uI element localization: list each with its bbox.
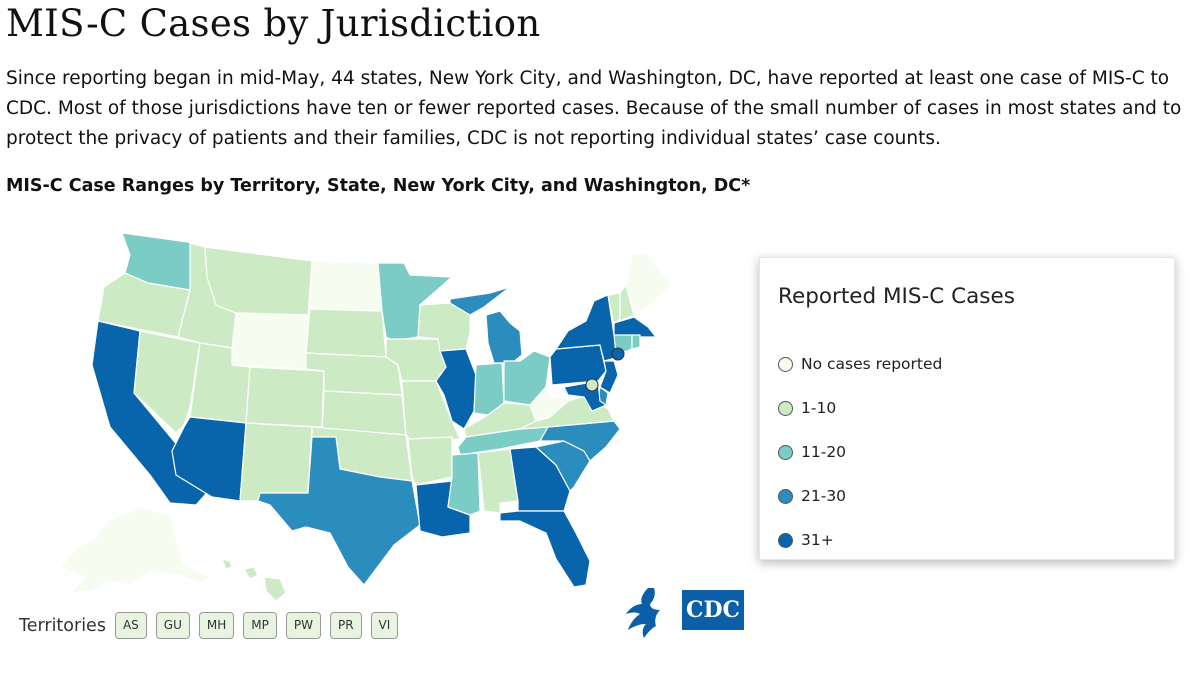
state-MI-lower[interactable] bbox=[485, 310, 523, 364]
legend-item-31-plus[interactable]: 31+ bbox=[778, 518, 942, 562]
legend-item-none[interactable]: No cases reported bbox=[778, 342, 942, 386]
legend-label: 21-30 bbox=[801, 487, 847, 505]
territory-button-MH[interactable]: MH bbox=[198, 612, 235, 639]
cdc-logo-text: CDC bbox=[686, 597, 740, 623]
legend-label: 11-20 bbox=[801, 443, 847, 461]
territory-button-AS[interactable]: AS bbox=[114, 612, 147, 639]
page-title: MIS-C Cases by Jurisdiction bbox=[6, 2, 541, 45]
us-choropleth-map bbox=[59, 232, 673, 602]
legend-list: No cases reported 1-10 11-20 21-30 31+ bbox=[778, 342, 942, 562]
state-RI[interactable] bbox=[631, 334, 641, 350]
legend-swatch-21-30 bbox=[778, 488, 793, 504]
legend-item-11-20[interactable]: 11-20 bbox=[778, 430, 942, 474]
state-TX[interactable] bbox=[257, 436, 421, 586]
state-FL[interactable] bbox=[499, 510, 591, 588]
legend-item-1-10[interactable]: 1-10 bbox=[778, 386, 942, 430]
legend-label: No cases reported bbox=[801, 355, 943, 373]
state-MS[interactable] bbox=[447, 452, 481, 516]
territory-button-GU[interactable]: GU bbox=[155, 612, 190, 639]
state-MI[interactable] bbox=[449, 286, 511, 316]
legend-label: 31+ bbox=[801, 531, 834, 549]
nyc-marker[interactable] bbox=[611, 347, 625, 361]
territory-button-PR[interactable]: PR bbox=[329, 612, 362, 639]
state-ME[interactable] bbox=[625, 252, 673, 316]
territories-bar: Territories AS GU MH MP PW PR VI bbox=[19, 612, 407, 639]
legend-item-21-30[interactable]: 21-30 bbox=[778, 474, 942, 518]
legend-label: 1-10 bbox=[801, 399, 837, 417]
state-NJ[interactable] bbox=[599, 360, 619, 394]
state-MT[interactable] bbox=[204, 246, 313, 316]
state-ND[interactable] bbox=[309, 260, 383, 312]
state-NM[interactable] bbox=[239, 422, 313, 502]
state-HI[interactable] bbox=[221, 558, 233, 570]
state-AR[interactable] bbox=[407, 436, 453, 486]
state-WY[interactable] bbox=[231, 312, 309, 370]
logos: CDC bbox=[626, 588, 744, 638]
legend-swatch-11-20 bbox=[778, 444, 793, 460]
state-WV[interactable] bbox=[529, 386, 569, 422]
territory-button-PW[interactable]: PW bbox=[285, 612, 321, 639]
legend-title: Reported MIS-C Cases bbox=[778, 284, 1015, 309]
hhs-eagle-icon bbox=[626, 588, 660, 638]
state-OH[interactable] bbox=[503, 350, 551, 406]
state-AK[interactable] bbox=[59, 506, 211, 594]
legend-swatch-31-plus bbox=[778, 532, 793, 548]
state-CO[interactable] bbox=[245, 366, 325, 428]
map-title: MIS-C Case Ranges by Territory, State, N… bbox=[6, 176, 751, 196]
cdc-logo: CDC bbox=[682, 590, 744, 630]
territories-label: Territories bbox=[19, 615, 106, 636]
legend-swatch-1-10 bbox=[778, 400, 793, 416]
state-NY[interactable] bbox=[555, 294, 621, 362]
territory-button-VI[interactable]: VI bbox=[370, 612, 399, 639]
legend-panel: Reported MIS-C Cases No cases reported 1… bbox=[759, 257, 1175, 560]
state-IL[interactable] bbox=[435, 348, 477, 430]
state-SD[interactable] bbox=[305, 308, 387, 358]
dc-marker[interactable] bbox=[585, 378, 599, 392]
territory-button-MP[interactable]: MP bbox=[243, 612, 277, 639]
intro-paragraph: Since reporting began in mid-May, 44 sta… bbox=[6, 68, 1182, 149]
state-HI-big-island[interactable] bbox=[263, 576, 287, 602]
state-HI-island[interactable] bbox=[243, 566, 259, 580]
state-PA[interactable] bbox=[549, 344, 607, 386]
legend-swatch-none bbox=[778, 356, 793, 372]
